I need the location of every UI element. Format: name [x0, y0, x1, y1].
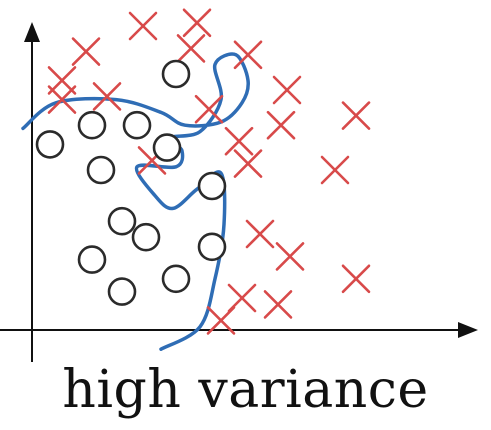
- cross-stroke: [245, 219, 275, 249]
- circle-points: [35, 59, 227, 306]
- circle-marker: [77, 245, 107, 274]
- cross-marker: [206, 306, 236, 335]
- circle-marker: [35, 130, 65, 159]
- cross-marker: [341, 101, 371, 130]
- cross-stroke: [47, 66, 77, 95]
- cross-marker: [194, 94, 224, 124]
- cross-stroke: [47, 85, 77, 114]
- cross-stroke: [194, 94, 224, 124]
- cross-marker: [320, 155, 350, 185]
- cross-stroke: [92, 82, 122, 111]
- circle-marker: [107, 206, 137, 236]
- circle-marker: [197, 232, 227, 262]
- cross-points: [47, 8, 371, 335]
- cross-marker: [128, 11, 158, 41]
- cross-marker: [224, 126, 254, 156]
- cross-stroke: [275, 242, 305, 271]
- cross-stroke: [182, 8, 212, 38]
- circle-marker: [86, 155, 116, 185]
- cross-stroke: [206, 306, 236, 335]
- cross-marker: [176, 34, 206, 63]
- cross-marker: [47, 85, 77, 114]
- x-axis-arrowhead: [458, 322, 478, 338]
- cross-marker: [272, 75, 302, 105]
- y-axis-arrowhead: [24, 22, 40, 42]
- cross-marker: [233, 149, 263, 178]
- cross-marker: [182, 8, 212, 38]
- caption: high variance: [62, 360, 429, 420]
- cross-stroke: [266, 110, 296, 140]
- cross-marker: [47, 66, 77, 95]
- decision-boundary-layer: [21, 52, 250, 351]
- cross-stroke: [341, 264, 371, 294]
- cross-marker: [71, 37, 101, 66]
- cross-stroke: [224, 126, 254, 156]
- cross-stroke: [128, 11, 158, 41]
- cross-marker: [233, 40, 263, 70]
- cross-stroke: [176, 34, 206, 63]
- circle-marker: [161, 264, 191, 294]
- circle-marker: [197, 171, 227, 201]
- circle-marker: [152, 133, 182, 162]
- circle-marker: [107, 277, 137, 306]
- circle-marker: [77, 110, 107, 140]
- cross-marker: [275, 242, 305, 271]
- circle-marker: [122, 110, 152, 140]
- cross-marker: [263, 290, 293, 319]
- cross-stroke: [272, 75, 302, 105]
- cross-marker: [92, 82, 122, 111]
- axes: [0, 22, 478, 362]
- cross-stroke: [263, 290, 293, 319]
- circle-marker: [131, 222, 161, 252]
- cross-stroke: [71, 37, 101, 66]
- circle-marker: [161, 59, 191, 89]
- decision-boundary-curve: [21, 52, 250, 351]
- cross-stroke: [341, 101, 371, 130]
- cross-marker: [245, 219, 275, 249]
- cross-stroke: [233, 149, 263, 178]
- cross-marker: [341, 264, 371, 294]
- cross-marker: [266, 110, 296, 140]
- cross-stroke: [320, 155, 350, 185]
- cross-stroke: [233, 40, 263, 70]
